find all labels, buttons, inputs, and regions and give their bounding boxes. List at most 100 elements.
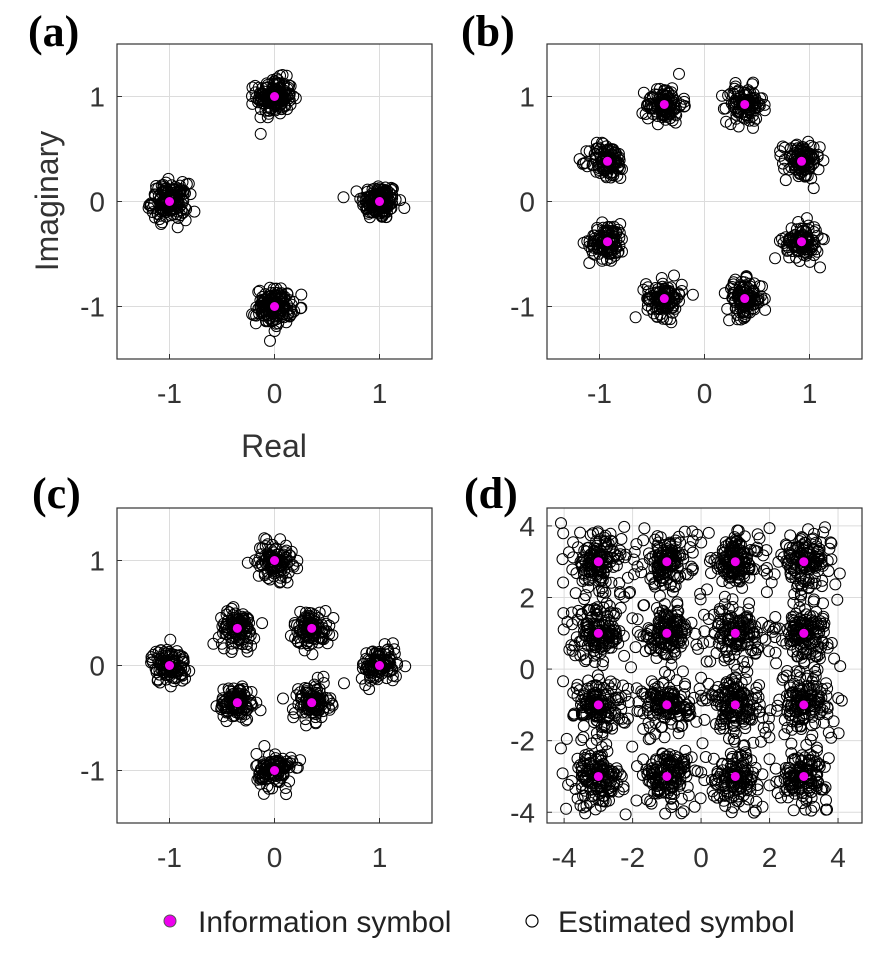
estimated-symbol-point	[783, 541, 796, 554]
estimated-symbol-point	[381, 201, 394, 214]
estimated-symbol-point	[716, 619, 728, 632]
estimated-symbol-point	[803, 619, 816, 632]
estimated-symbol-point	[800, 249, 813, 262]
estimated-symbol-point	[590, 714, 603, 727]
estimated-symbol-point	[825, 637, 838, 649]
information-symbol-point-b-3	[602, 156, 612, 166]
estimated-symbol-point	[642, 622, 655, 635]
estimated-symbol-point	[242, 612, 255, 625]
estimated-symbol-point	[746, 627, 759, 640]
panel-label-d: (d)	[464, 469, 518, 518]
estimated-symbol-point	[729, 639, 742, 652]
estimated-symbol-point	[644, 288, 657, 300]
estimated-symbol-point	[725, 791, 738, 804]
estimated-symbol-point	[606, 143, 618, 156]
estimated-symbol-point	[808, 571, 821, 583]
estimated-symbol-point	[594, 750, 607, 762]
estimated-symbol-point	[363, 683, 376, 696]
estimated-symbol-point	[766, 625, 779, 638]
information-symbol-point-d-13	[662, 771, 672, 781]
estimated-symbol-point	[364, 199, 376, 212]
information-symbol-point-c-1	[270, 556, 279, 565]
estimated-symbol-point	[671, 561, 684, 574]
estimated-symbol-point	[769, 631, 782, 644]
estimated-symbol-point	[678, 622, 691, 635]
estimated-symbol-point	[724, 87, 737, 100]
estimated-symbol-point	[155, 663, 168, 676]
estimated-symbol-point	[591, 145, 604, 158]
information-symbol-point-d-9	[662, 700, 672, 710]
estimated-symbol-point	[790, 138, 803, 151]
estimated-symbol-point	[721, 302, 734, 315]
estimated-symbol-point	[609, 706, 622, 719]
estimated-symbol-point	[714, 722, 727, 735]
estimated-symbol-point	[695, 536, 708, 549]
estimated-symbol-point	[686, 562, 699, 575]
estimated-symbol-point	[602, 687, 615, 700]
estimated-symbol-point	[621, 571, 634, 584]
estimated-symbol-point	[807, 595, 820, 608]
estimated-symbol-point	[678, 758, 691, 771]
estimated-symbol-point	[692, 642, 704, 655]
estimated-symbol-point	[590, 680, 603, 693]
estimated-symbol-point	[719, 799, 732, 812]
estimated-symbol-point	[769, 252, 782, 265]
estimated-symbol-point	[603, 764, 616, 777]
estimated-symbol-point	[579, 156, 592, 169]
estimated-symbol-point	[817, 620, 830, 633]
estimated-symbol-point	[256, 617, 269, 630]
estimated-symbol-point	[709, 777, 722, 790]
panel-b: -1 0 1-101(b)	[461, 7, 863, 409]
estimated-symbol-point	[785, 747, 798, 760]
estimated-symbol-point	[643, 92, 656, 105]
estimated-symbol-point	[753, 99, 766, 112]
estimated-symbol-point	[684, 708, 697, 721]
estimated-symbol-point	[657, 578, 669, 591]
y-tick-label-d-3: 2	[519, 582, 535, 613]
estimated-symbol-point	[571, 792, 584, 805]
estimated-symbol-point	[783, 251, 796, 264]
estimated-symbol-point	[716, 89, 728, 102]
estimated-symbol-point	[831, 593, 844, 606]
estimated-symbol-point	[261, 111, 274, 124]
estimated-symbol-point	[305, 637, 318, 650]
estimated-symbol-point	[244, 698, 257, 711]
estimated-symbol-point	[363, 664, 376, 677]
estimated-symbol-point	[606, 636, 619, 649]
estimated-symbol-point	[742, 603, 755, 616]
estimated-symbol-point	[787, 597, 800, 609]
estimated-symbol-point	[669, 534, 682, 547]
estimated-symbol-point	[726, 601, 739, 613]
estimated-symbol-point	[813, 758, 826, 771]
estimated-symbol-point	[710, 647, 723, 659]
y-tick-label-b-2: 1	[519, 82, 535, 113]
estimated-symbol-point	[655, 272, 668, 284]
estimated-symbol-point	[702, 677, 715, 690]
estimated-symbol-point	[626, 740, 639, 753]
estimated-symbol-point	[725, 544, 738, 557]
estimated-symbol-point	[679, 680, 691, 693]
estimated-symbol-point	[653, 617, 666, 629]
y-tick-label-a-0: -1	[80, 292, 105, 323]
estimated-symbol-point	[816, 683, 829, 695]
estimated-symbol-point	[277, 692, 289, 705]
estimated-symbol-point	[642, 98, 655, 110]
estimated-symbol-point	[626, 612, 639, 625]
estimated-symbol-point	[258, 740, 271, 752]
estimated-symbol-point	[654, 308, 667, 321]
x-tick-label-b-0: -1	[587, 378, 612, 409]
estimated-symbol-point	[734, 313, 747, 326]
information-symbol-point-c-5	[232, 623, 242, 633]
estimated-symbol-point	[631, 625, 644, 638]
estimated-symbol-point	[588, 716, 601, 729]
estimated-symbol-point	[740, 270, 753, 283]
estimated-symbol-point	[724, 546, 737, 559]
estimated-symbol-point	[774, 149, 787, 162]
estimated-symbol-point	[738, 546, 751, 558]
estimated-symbol-point	[751, 545, 764, 558]
estimated-symbol-point	[246, 97, 259, 110]
estimated-symbol-point	[155, 218, 168, 230]
estimated-symbol-point	[569, 783, 582, 795]
estimated-symbol-point	[662, 287, 675, 300]
estimated-symbol-point	[388, 643, 401, 656]
